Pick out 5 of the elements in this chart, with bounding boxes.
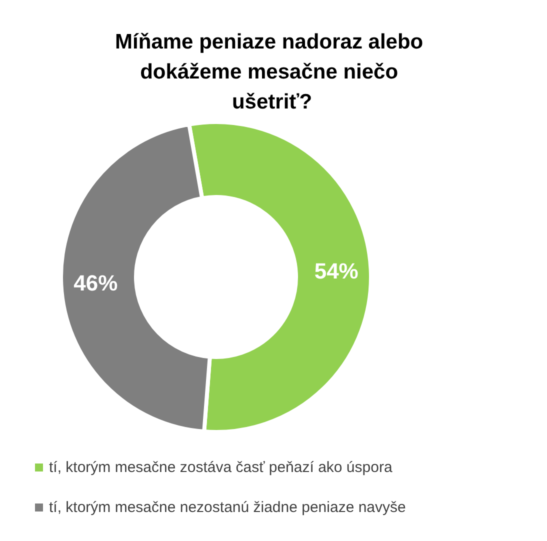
legend-label: tí, ktorým mesačne nezostanú žiadne peniaze navyše	[49, 499, 406, 516]
data-label: 54%	[314, 258, 358, 284]
chart-title: Míňame peniaze nadoraz alebo dokážeme mesačne niečo ušetriť?	[115, 30, 429, 114]
legend-label: tí, ktorým mesačne zostáva časť peňazí ako úspora	[49, 459, 393, 476]
data-label: 46%	[74, 270, 118, 296]
